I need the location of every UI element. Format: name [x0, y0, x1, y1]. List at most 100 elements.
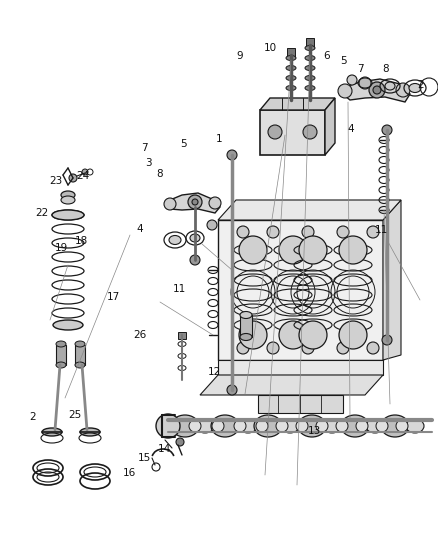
Ellipse shape — [366, 419, 384, 433]
Circle shape — [192, 199, 198, 205]
Polygon shape — [170, 193, 220, 213]
Text: 5: 5 — [340, 56, 347, 66]
Ellipse shape — [305, 85, 315, 91]
Polygon shape — [260, 98, 335, 110]
Text: 26: 26 — [134, 330, 147, 340]
Text: 1: 1 — [215, 134, 223, 143]
Text: 25: 25 — [68, 410, 81, 419]
Ellipse shape — [56, 362, 66, 368]
Circle shape — [276, 420, 288, 432]
Circle shape — [367, 226, 379, 238]
Text: 2: 2 — [29, 412, 36, 422]
Polygon shape — [260, 110, 325, 155]
Ellipse shape — [190, 234, 200, 242]
Ellipse shape — [240, 311, 252, 319]
Text: 2: 2 — [417, 80, 424, 90]
Text: 7: 7 — [141, 143, 148, 153]
Ellipse shape — [305, 45, 315, 51]
Circle shape — [189, 420, 201, 432]
Ellipse shape — [286, 76, 296, 80]
Circle shape — [359, 77, 371, 89]
Ellipse shape — [381, 415, 409, 437]
Circle shape — [237, 226, 249, 238]
Circle shape — [382, 125, 392, 135]
Text: 12: 12 — [208, 367, 221, 377]
Polygon shape — [200, 375, 383, 395]
Circle shape — [369, 82, 385, 98]
Text: 15: 15 — [138, 454, 151, 463]
Circle shape — [237, 342, 249, 354]
Circle shape — [267, 226, 279, 238]
Circle shape — [302, 342, 314, 354]
Ellipse shape — [286, 55, 296, 61]
Circle shape — [212, 420, 224, 432]
Text: 5: 5 — [180, 139, 187, 149]
Text: 4: 4 — [137, 224, 144, 234]
Circle shape — [279, 321, 307, 349]
Ellipse shape — [385, 82, 395, 90]
Bar — [75, 345, 85, 365]
Text: 3: 3 — [145, 158, 152, 167]
Ellipse shape — [406, 419, 424, 433]
Text: 19: 19 — [55, 243, 68, 253]
Polygon shape — [218, 220, 383, 360]
Text: 8: 8 — [156, 169, 163, 179]
Ellipse shape — [42, 428, 62, 436]
Circle shape — [156, 414, 180, 438]
Text: 16: 16 — [123, 469, 136, 478]
Circle shape — [207, 220, 217, 230]
Polygon shape — [258, 395, 343, 413]
Ellipse shape — [281, 419, 299, 433]
Ellipse shape — [75, 362, 85, 368]
Ellipse shape — [409, 84, 421, 93]
Ellipse shape — [80, 428, 100, 436]
Text: 11: 11 — [374, 225, 388, 235]
Circle shape — [373, 86, 381, 94]
Ellipse shape — [323, 419, 341, 433]
Polygon shape — [325, 98, 335, 155]
Text: 24: 24 — [77, 171, 90, 181]
Circle shape — [69, 174, 77, 182]
Ellipse shape — [341, 415, 369, 437]
Text: 18: 18 — [74, 236, 88, 246]
Polygon shape — [218, 360, 383, 375]
Circle shape — [338, 84, 352, 98]
Circle shape — [299, 236, 327, 264]
Text: 8: 8 — [382, 64, 389, 74]
Ellipse shape — [305, 55, 315, 61]
Ellipse shape — [211, 415, 239, 437]
Circle shape — [267, 342, 279, 354]
Circle shape — [82, 169, 88, 175]
Circle shape — [256, 420, 268, 432]
Circle shape — [336, 420, 348, 432]
Text: 22: 22 — [35, 208, 48, 218]
Ellipse shape — [286, 66, 296, 70]
Circle shape — [190, 255, 200, 265]
Text: 17: 17 — [107, 293, 120, 302]
Circle shape — [382, 335, 392, 345]
Bar — [306, 38, 314, 48]
Ellipse shape — [75, 341, 85, 347]
Circle shape — [302, 226, 314, 238]
Circle shape — [303, 125, 317, 139]
Ellipse shape — [61, 191, 75, 199]
Text: 23: 23 — [49, 176, 63, 186]
Circle shape — [337, 342, 349, 354]
Ellipse shape — [53, 320, 83, 330]
Text: 10: 10 — [264, 43, 277, 53]
Text: 4: 4 — [347, 124, 354, 134]
Circle shape — [337, 226, 349, 238]
Circle shape — [268, 125, 282, 139]
Ellipse shape — [169, 236, 181, 245]
Polygon shape — [218, 200, 401, 220]
Ellipse shape — [286, 85, 296, 91]
Ellipse shape — [240, 334, 252, 341]
Circle shape — [376, 420, 388, 432]
Text: 11: 11 — [173, 284, 186, 294]
Text: 6: 6 — [323, 51, 330, 61]
Ellipse shape — [239, 419, 257, 433]
Circle shape — [299, 321, 327, 349]
Bar — [56, 345, 66, 365]
Circle shape — [164, 198, 176, 210]
Polygon shape — [345, 79, 410, 102]
